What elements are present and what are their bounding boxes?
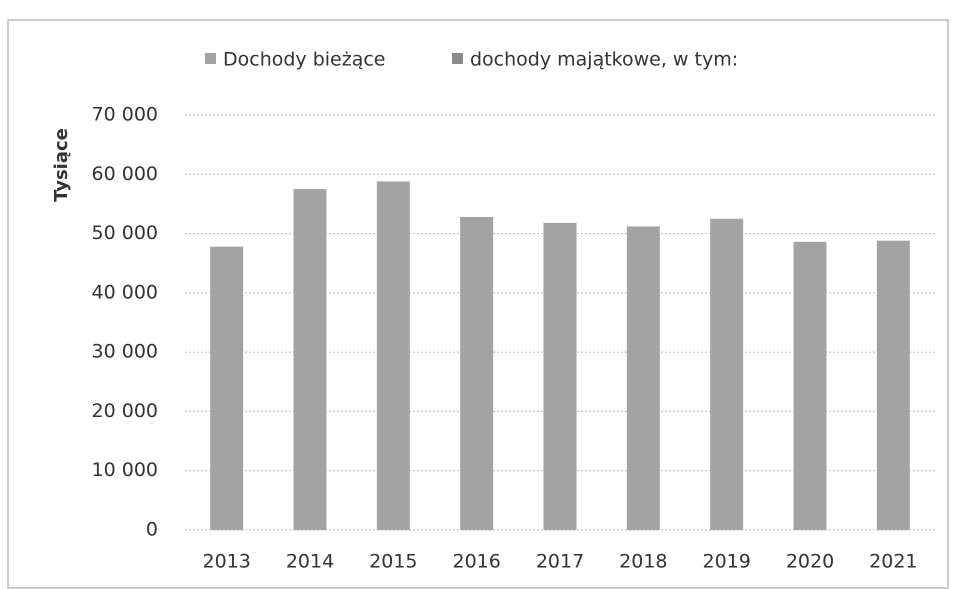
bar [876, 240, 910, 530]
legend-swatch [452, 53, 463, 64]
y-tick-label: 20 000 [92, 400, 158, 422]
y-axis-label: Tysiące [51, 128, 72, 202]
x-tick-label: 2018 [619, 551, 667, 573]
y-tick-label: 0 [146, 519, 158, 541]
x-tick-label: 2015 [369, 551, 417, 573]
y-tick-label: 10 000 [92, 459, 158, 481]
legend-swatch [205, 53, 216, 64]
bar [626, 226, 660, 530]
bar [210, 246, 244, 530]
legend-label: dochody majątkowe, w tym: [470, 49, 738, 71]
x-tick-label: 2014 [286, 551, 334, 573]
y-tick-label: 50 000 [92, 222, 158, 244]
legend-label: Dochody bieżące [223, 49, 386, 71]
y-tick-label: 70 000 [92, 104, 158, 126]
x-tick-label: 2016 [452, 551, 500, 573]
y-tick-label: 30 000 [92, 341, 158, 363]
y-tick-label: 60 000 [92, 163, 158, 185]
bar [793, 241, 827, 530]
bar [293, 189, 327, 530]
bar [710, 218, 744, 530]
x-tick-label: 2020 [786, 551, 834, 573]
x-tick-label: 2017 [536, 551, 584, 573]
bar [376, 181, 410, 530]
bar [460, 216, 494, 530]
x-tick-label: 2013 [202, 551, 250, 573]
x-tick-label: 2019 [702, 551, 750, 573]
bar [543, 222, 577, 530]
y-tick-label: 40 000 [92, 281, 158, 303]
x-tick-label: 2021 [869, 551, 917, 573]
